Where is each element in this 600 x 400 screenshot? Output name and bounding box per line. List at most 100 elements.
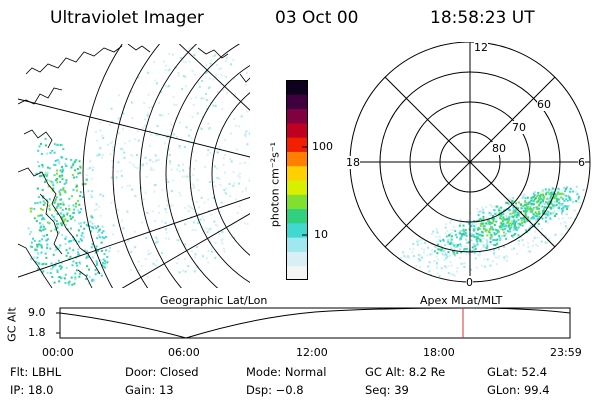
emission-pixel xyxy=(512,207,515,210)
emission-pixel xyxy=(561,203,564,206)
emission-pixel xyxy=(51,214,54,217)
emission-pixel xyxy=(450,264,453,267)
emission-pixel xyxy=(158,158,161,161)
emission-pixel xyxy=(86,274,88,277)
emission-pixel xyxy=(91,243,94,246)
emission-pixel xyxy=(529,225,532,227)
emission-pixel xyxy=(565,186,568,189)
emission-pixel xyxy=(225,187,228,190)
alt-ytick-high: 9.0 xyxy=(28,306,46,319)
emission-pixel xyxy=(220,201,223,204)
emission-pixel xyxy=(99,121,102,124)
emission-pixel xyxy=(72,163,75,166)
emission-pixel xyxy=(419,259,422,262)
emission-pixel xyxy=(193,54,196,56)
emission-pixel xyxy=(117,161,120,164)
mlt-label-0: 0 xyxy=(466,276,473,289)
emission-pixel xyxy=(511,200,514,202)
emission-pixel xyxy=(582,188,585,191)
emission-pixel xyxy=(444,244,446,247)
emission-pixel xyxy=(513,247,516,250)
emission-pixel xyxy=(178,144,181,147)
emission-pixel xyxy=(558,190,561,192)
emission-pixel xyxy=(473,252,476,255)
emission-pixel xyxy=(55,179,57,182)
emission-pixel xyxy=(523,220,526,223)
emission-pixel xyxy=(101,134,104,137)
emission-pixel xyxy=(459,223,462,226)
emission-pixel xyxy=(166,204,169,207)
emission-pixel xyxy=(491,205,494,208)
emission-pixel xyxy=(574,209,577,212)
emission-pixel xyxy=(428,261,431,264)
emission-pixel xyxy=(545,191,548,194)
emission-pixel xyxy=(246,143,249,146)
emission-pixel xyxy=(67,252,70,254)
emission-pixel xyxy=(223,247,225,250)
emission-pixel xyxy=(74,160,76,163)
geographic-map xyxy=(18,44,250,288)
emission-pixel xyxy=(58,190,61,193)
emission-pixel xyxy=(178,146,181,149)
emission-pixel xyxy=(65,179,68,182)
emission-pixel xyxy=(155,236,158,239)
emission-pixel xyxy=(563,193,565,196)
emission-pixel xyxy=(497,248,500,251)
emission-pixel xyxy=(538,216,541,219)
emission-pixel xyxy=(557,187,560,190)
emission-pixel xyxy=(117,131,120,134)
emission-pixel xyxy=(116,208,119,211)
emission-pixel xyxy=(191,69,194,72)
emission-pixel xyxy=(449,261,452,264)
emission-pixel xyxy=(168,153,171,156)
emission-pixel xyxy=(178,191,181,194)
emission-pixel xyxy=(90,246,93,249)
emission-pixel xyxy=(37,261,40,264)
emission-pixel xyxy=(75,189,78,192)
emission-pixel xyxy=(418,273,421,276)
emission-pixel xyxy=(524,211,527,214)
emission-pixel xyxy=(147,93,150,96)
emission-pixel xyxy=(557,209,560,212)
emission-pixel xyxy=(505,260,508,263)
emission-pixel xyxy=(405,269,408,272)
emission-pixel xyxy=(575,200,578,203)
emission-pixel xyxy=(130,251,133,253)
emission-pixel xyxy=(156,125,159,128)
emission-pixel xyxy=(526,196,529,199)
emission-pixel xyxy=(75,185,78,188)
emission-pixel xyxy=(538,196,540,199)
emission-pixel xyxy=(459,230,462,233)
emission-pixel xyxy=(429,253,432,256)
emission-pixel xyxy=(398,269,401,272)
emission-pixel xyxy=(507,225,510,228)
emission-pixel xyxy=(476,228,479,231)
emission-pixel xyxy=(172,179,175,182)
emission-pixel xyxy=(56,178,59,180)
emission-pixel xyxy=(471,246,474,249)
emission-pixel xyxy=(103,253,106,256)
emission-pixel xyxy=(480,264,483,267)
emission-pixel xyxy=(546,196,549,199)
emission-pixel xyxy=(573,209,576,212)
emission-pixel xyxy=(41,166,44,169)
emission-pixel xyxy=(592,210,594,212)
emission-pixel xyxy=(481,206,484,209)
emission-pixel xyxy=(407,270,410,273)
emission-pixel xyxy=(129,184,132,187)
emission-pixel xyxy=(545,211,548,214)
instrument-title: Ultraviolet Imager xyxy=(50,8,204,28)
emission-pixel xyxy=(46,221,49,224)
emission-pixel xyxy=(568,196,571,199)
emission-pixel xyxy=(507,230,510,232)
emission-pixel xyxy=(129,268,132,271)
emission-pixel xyxy=(120,147,123,150)
emission-pixel xyxy=(488,231,491,234)
emission-pixel xyxy=(525,204,528,207)
emission-pixel xyxy=(522,244,525,247)
emission-pixel xyxy=(63,277,66,280)
alt-ytick-low: 1.8 xyxy=(28,326,46,339)
emission-pixel xyxy=(187,204,190,207)
emission-pixel xyxy=(550,202,553,205)
emission-pixel xyxy=(167,181,170,183)
